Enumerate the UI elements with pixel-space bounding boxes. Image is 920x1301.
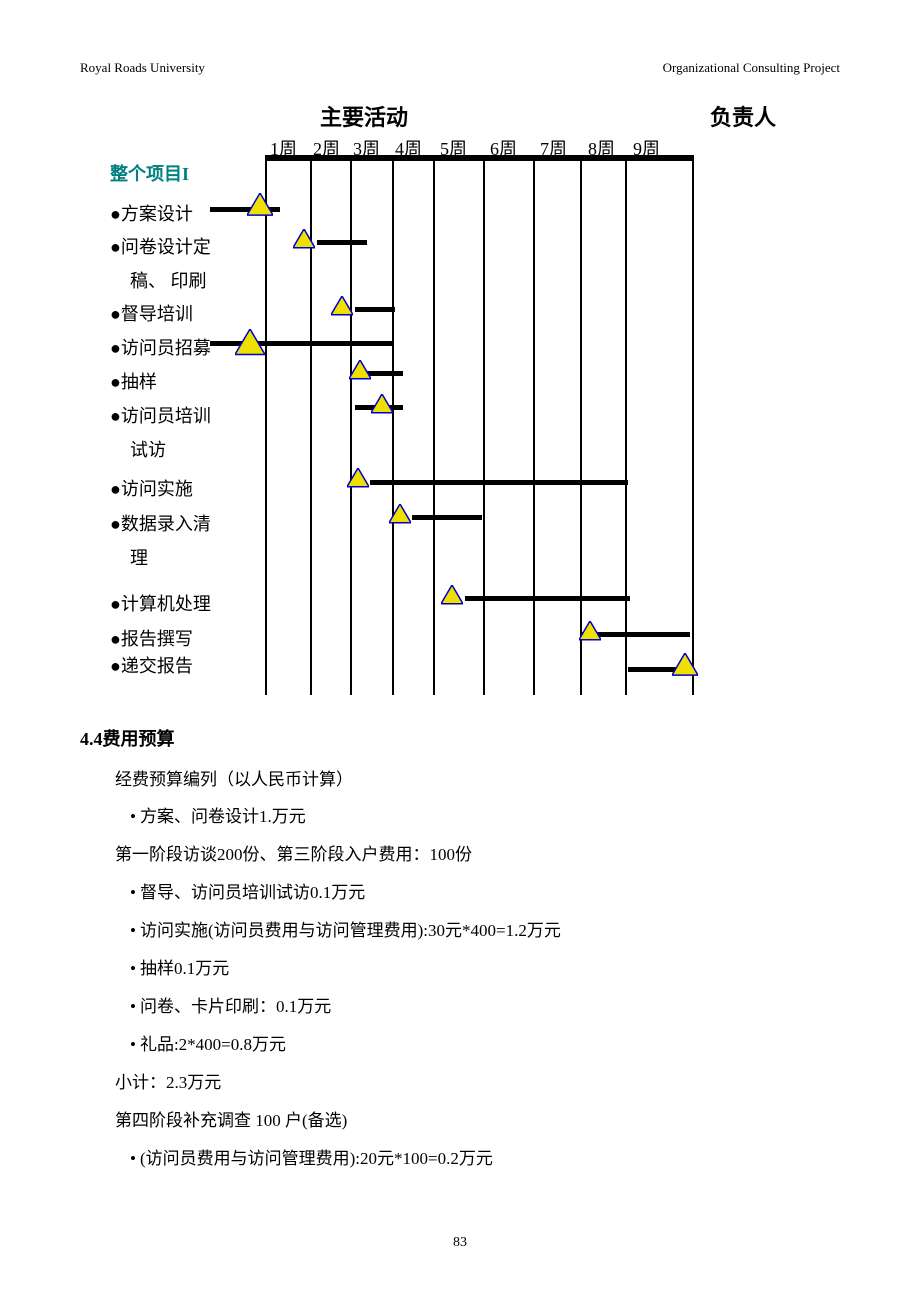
- activity-label-cont: 理: [130, 544, 285, 570]
- activity-label: ●方案设计: [110, 200, 265, 226]
- task-bar: [355, 307, 395, 312]
- body-line: 经费预算编列（以人民币计算）: [115, 765, 353, 790]
- project-bar: [265, 155, 692, 161]
- gantt-chart: 主要活动 负责人 整个项目I 1周2周3周4周5周6周7周8周9周●方案设计●问…: [80, 100, 840, 700]
- activity-label: ●访问实施: [110, 475, 265, 501]
- gridline: [265, 155, 267, 695]
- gridline: [483, 155, 485, 695]
- body-line: 第四阶段补充调查 100 户(备选): [115, 1106, 347, 1131]
- body-line: 礼品:2*400=0.8万元: [130, 1030, 286, 1055]
- activity-label: ●计算机处理: [110, 590, 265, 616]
- gridline: [625, 155, 627, 695]
- activity-label: ●督导培训: [110, 300, 265, 326]
- activity-label-cont: 稿、 印刷: [130, 267, 285, 293]
- gridline: [533, 155, 535, 695]
- chart-title-right: 负责人: [710, 100, 776, 132]
- activity-label: ●报告撰写: [110, 625, 265, 651]
- chart-title-main: 主要活动: [320, 100, 408, 132]
- task-bar: [465, 596, 630, 601]
- gridline: [392, 155, 394, 695]
- activity-label-cont: 试访: [130, 436, 285, 462]
- body-line: 访问实施(访问员费用与访问管理费用):30元*400=1.2万元: [130, 916, 561, 941]
- activity-label: ●递交报告: [110, 652, 265, 678]
- activity-label: ●数据录入清: [110, 510, 265, 536]
- body-line: 方案、问卷设计1.万元: [130, 802, 306, 827]
- body-line: 抽样0.1万元: [130, 954, 229, 979]
- project-title: 整个项目I: [110, 160, 189, 186]
- gridline: [350, 155, 352, 695]
- gridline: [580, 155, 582, 695]
- section-title: 4.4费用预算: [80, 725, 175, 751]
- gridline: [433, 155, 435, 695]
- body-line: 督导、访问员培训试访0.1万元: [130, 878, 365, 903]
- task-bar: [317, 240, 367, 245]
- activity-label: ●问卷设计定: [110, 233, 265, 259]
- activity-label: ●访问员培训: [110, 402, 265, 428]
- body-line: 问卷、卡片印刷：0.1万元: [130, 992, 331, 1017]
- body-line: 第一阶段访谈200份、第三阶段入户费用：100份: [115, 840, 472, 865]
- header-right: Organizational Consulting Project: [663, 60, 840, 76]
- activity-label: ●抽样: [110, 368, 265, 394]
- body-line: (访问员费用与访问管理费用):20元*100=0.2万元: [130, 1144, 493, 1169]
- page-number: 83: [453, 1235, 467, 1251]
- header-left: Royal Roads University: [80, 60, 205, 76]
- task-bar: [370, 480, 628, 485]
- task-bar: [412, 515, 482, 520]
- gridline: [692, 155, 694, 695]
- body-line: 小计：2.3万元: [115, 1068, 221, 1093]
